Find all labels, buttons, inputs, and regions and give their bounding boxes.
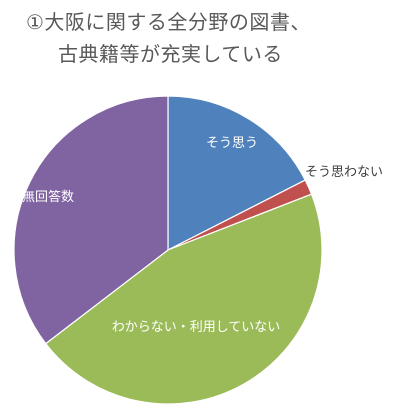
pie-slice-4 [13, 95, 169, 345]
pie-slice-label-1: そう思う [206, 136, 258, 151]
pie-slice-1 [167, 95, 307, 251]
chart-title-line-2: 古典籍等が充実している [58, 42, 283, 66]
pie-slice-label-2: そう思わない [305, 165, 383, 180]
pie-slice-label-4: 無回答数 [22, 189, 74, 205]
chart-title-line-1: ①大阪に関する全分野の図書、 [26, 10, 311, 34]
pie-slice-3 [44, 193, 323, 405]
pie-slice-label-3: わからない・利用していない [112, 320, 281, 335]
